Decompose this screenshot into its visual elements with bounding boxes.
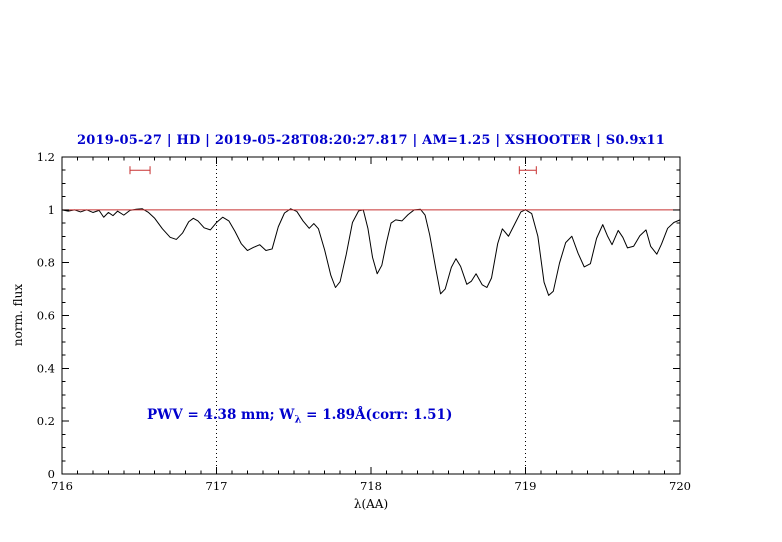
y-tick-label: 0 [48,467,55,481]
y-tick-label: 1.2 [37,150,55,164]
y-axis-label: norm. flux [11,283,25,347]
annotation-lambda-subscript: λ [294,414,302,426]
y-tick-label: 0.2 [37,414,55,428]
x-tick-label: 720 [669,479,691,493]
x-tick-label: 717 [206,479,228,493]
y-tick-label: 0.8 [37,256,55,270]
annotation-pwv: PWV = 4.38 mm; Wλ = 1.89Å(corr: 1.51) [147,407,452,426]
y-tick-label: 0.4 [37,361,55,375]
x-tick-label: 716 [51,479,73,493]
x-tick-label: 718 [360,479,382,493]
plot-frame [61,156,681,475]
annotation-suffix: = 1.89Å(corr: 1.51) [301,406,453,423]
y-tick-label: 1 [48,203,55,217]
x-tick-label: 719 [515,479,537,493]
y-tick-label: 0.6 [37,309,55,323]
plot-title: 2019-05-27 | HD | 2019-05-28T08:20:27.81… [76,133,666,148]
spectrum-line [61,208,681,296]
annotation-prefix: PWV = 4.38 mm; W [146,406,295,423]
x-axis-label: λ(AA) [353,497,389,511]
